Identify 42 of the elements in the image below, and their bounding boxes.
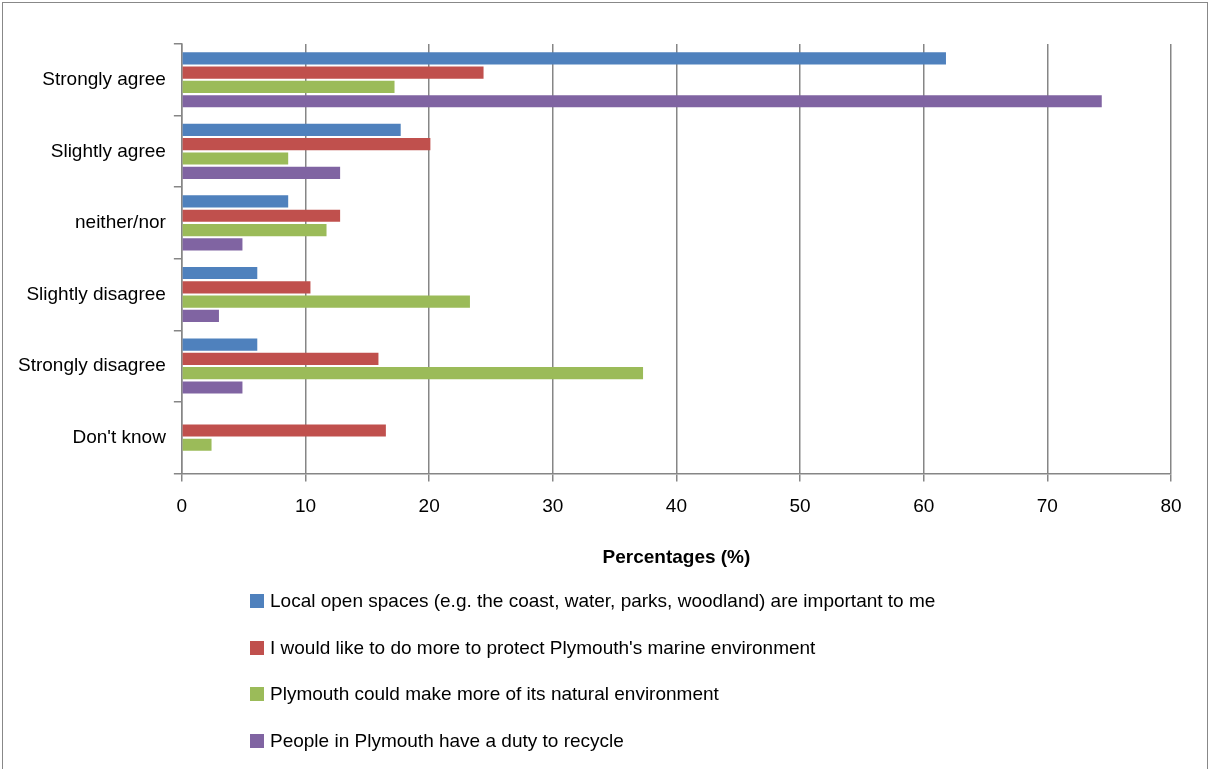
legend-label: Local open spaces (e.g. the coast, water, parks, woodland) are important to me [270, 590, 936, 613]
bar [182, 295, 470, 308]
bar [182, 266, 258, 280]
bar [182, 281, 311, 294]
y-tick-label: Strongly agree [42, 68, 166, 90]
y-tick-label: Strongly disagree [17, 354, 166, 376]
y-tick-label: Slightly agree [50, 139, 166, 161]
x-tick-label: 70 [1036, 495, 1058, 517]
bar [182, 166, 341, 179]
legend-label: I would like to do more to protect Plymouth's marine environment [270, 636, 816, 659]
bar [182, 138, 431, 151]
bar [182, 367, 644, 380]
y-tick-label: Slightly disagree [26, 282, 166, 304]
x-tick-label: 40 [665, 495, 687, 517]
bar [182, 438, 212, 451]
bar [182, 309, 219, 323]
bar [182, 52, 946, 65]
x-axis-title: Percentages (%) [602, 545, 751, 567]
y-tick-label: Don't know [72, 425, 167, 447]
bar [182, 152, 289, 165]
legend-label: Plymouth could make more of its natural environment [270, 683, 719, 706]
x-tick-label: 30 [542, 495, 564, 517]
bar [182, 424, 386, 437]
bar [182, 381, 243, 394]
y-tick-label: neither/nor [75, 211, 167, 233]
x-tick-label: 20 [418, 495, 440, 517]
bar [182, 195, 289, 208]
x-tick-label: 80 [1160, 495, 1182, 517]
bar [182, 95, 1102, 108]
bar [182, 209, 341, 222]
bar [182, 123, 401, 136]
x-tick-label: 50 [789, 495, 811, 517]
x-tick-label: 10 [294, 495, 317, 517]
bar [182, 223, 327, 237]
bar [182, 338, 258, 351]
legend-label: People in Plymouth have a duty to recycle [270, 729, 624, 752]
bar [182, 80, 395, 94]
x-tick-label: 60 [913, 495, 935, 517]
bar [182, 66, 484, 79]
x-tick-label: 0 [176, 495, 188, 517]
bar [182, 238, 243, 251]
bar [182, 352, 379, 365]
